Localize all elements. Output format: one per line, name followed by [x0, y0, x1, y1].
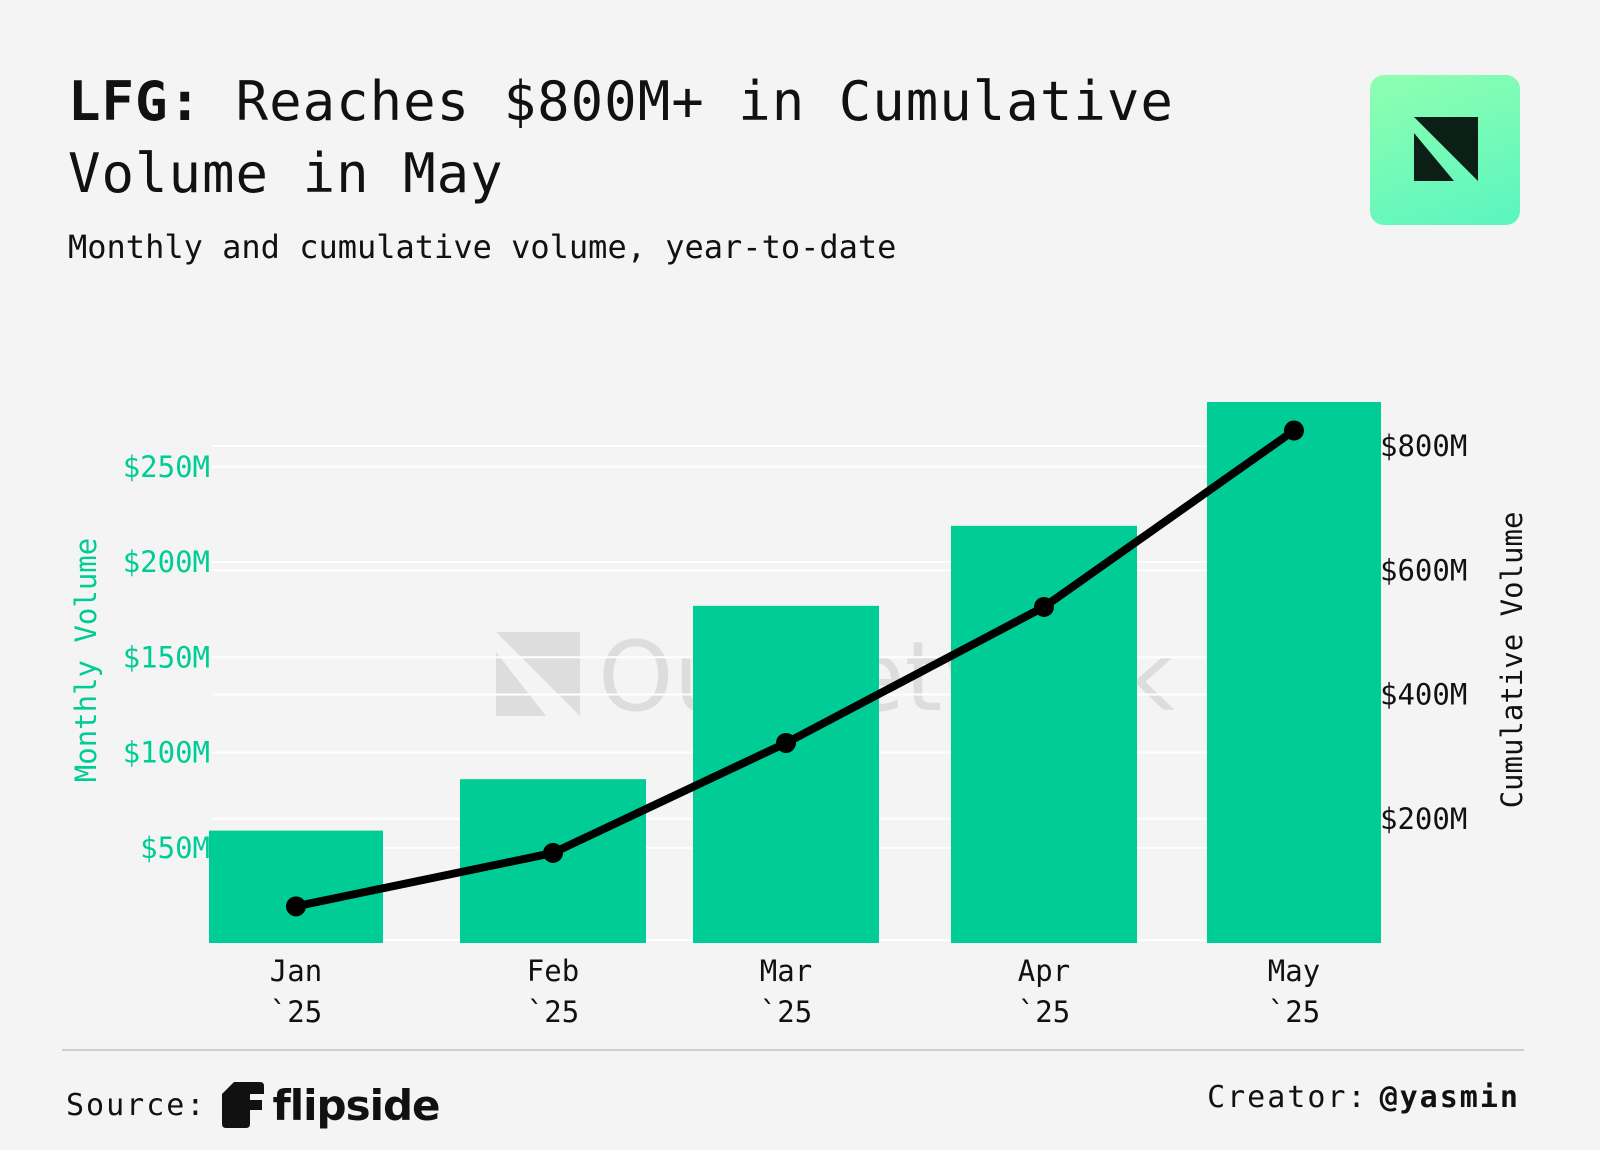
- x-tick-line-2: `25: [270, 995, 322, 1029]
- source: Source: flipside: [66, 1080, 441, 1130]
- left-tick-label: $150M: [123, 640, 210, 674]
- flipside-wordmark: flipside: [272, 1080, 440, 1130]
- x-tick-line-2: `25: [760, 995, 812, 1029]
- left-tick-label: $250M: [123, 450, 210, 484]
- ournetwork-logo: [1370, 75, 1520, 225]
- bar-3: [951, 525, 1137, 943]
- cumulative-point-3: [1034, 596, 1054, 617]
- source-label: Source:: [66, 1087, 207, 1123]
- left-axis-label: Monthly Volume: [69, 538, 103, 782]
- x-tick-line-1: Jan: [270, 954, 322, 988]
- x-tick-line-1: Apr: [1018, 954, 1070, 988]
- cumulative-point-1: [543, 842, 563, 863]
- creator-label: Creator:: [1207, 1080, 1368, 1115]
- title-bold: LFG:: [68, 70, 203, 133]
- flipside-logo: flipside: [220, 1080, 441, 1130]
- left-tick-label: $100M: [123, 736, 210, 770]
- title-rest: Reaches $800M+ in Cumulative Volume in M…: [68, 70, 1174, 205]
- right-tick-label: $600M: [1380, 553, 1467, 587]
- x-tick-line-1: Feb: [527, 954, 579, 988]
- chart-subtitle: Monthly and cumulative volume, year-to-d…: [68, 228, 897, 266]
- creator-handle: @yasmin: [1379, 1080, 1520, 1115]
- bar-0: [209, 830, 383, 943]
- cumulative-point-0: [286, 896, 306, 917]
- left-tick-label: $50M: [140, 831, 210, 865]
- x-tick-line-2: `25: [1268, 995, 1320, 1029]
- cumulative-point-2: [776, 732, 796, 753]
- x-tick-label: May `25: [1268, 954, 1320, 1029]
- x-tick-label: Jan `25: [270, 954, 322, 1029]
- bar-4: [1207, 402, 1381, 943]
- cumulative-point-4: [1284, 420, 1304, 441]
- x-tick-line-2: `25: [1018, 995, 1070, 1029]
- creator: Creator: @yasmin: [1207, 1080, 1520, 1115]
- x-tick-label: Mar `25: [760, 954, 812, 1029]
- x-tick-line-1: Mar: [760, 954, 812, 988]
- right-axis-label: Cumulative Volume: [1495, 512, 1529, 809]
- chart-title: LFG: Reaches $800M+ in Cumulative Volume…: [68, 66, 1268, 210]
- x-tick-line-2: `25: [527, 995, 579, 1029]
- flipside-icon: [222, 1082, 265, 1128]
- right-tick-label: $400M: [1380, 678, 1467, 712]
- right-tick-label: $200M: [1380, 802, 1467, 836]
- left-tick-label: $200M: [123, 545, 210, 579]
- x-tick-line-1: May: [1268, 954, 1320, 988]
- ournetwork-logo-icon: [1414, 117, 1478, 181]
- right-tick-label: $800M: [1380, 429, 1467, 463]
- x-tick-label: Apr `25: [1018, 954, 1070, 1029]
- x-tick-label: Feb `25: [527, 954, 579, 1029]
- footer-divider: [62, 1049, 1524, 1051]
